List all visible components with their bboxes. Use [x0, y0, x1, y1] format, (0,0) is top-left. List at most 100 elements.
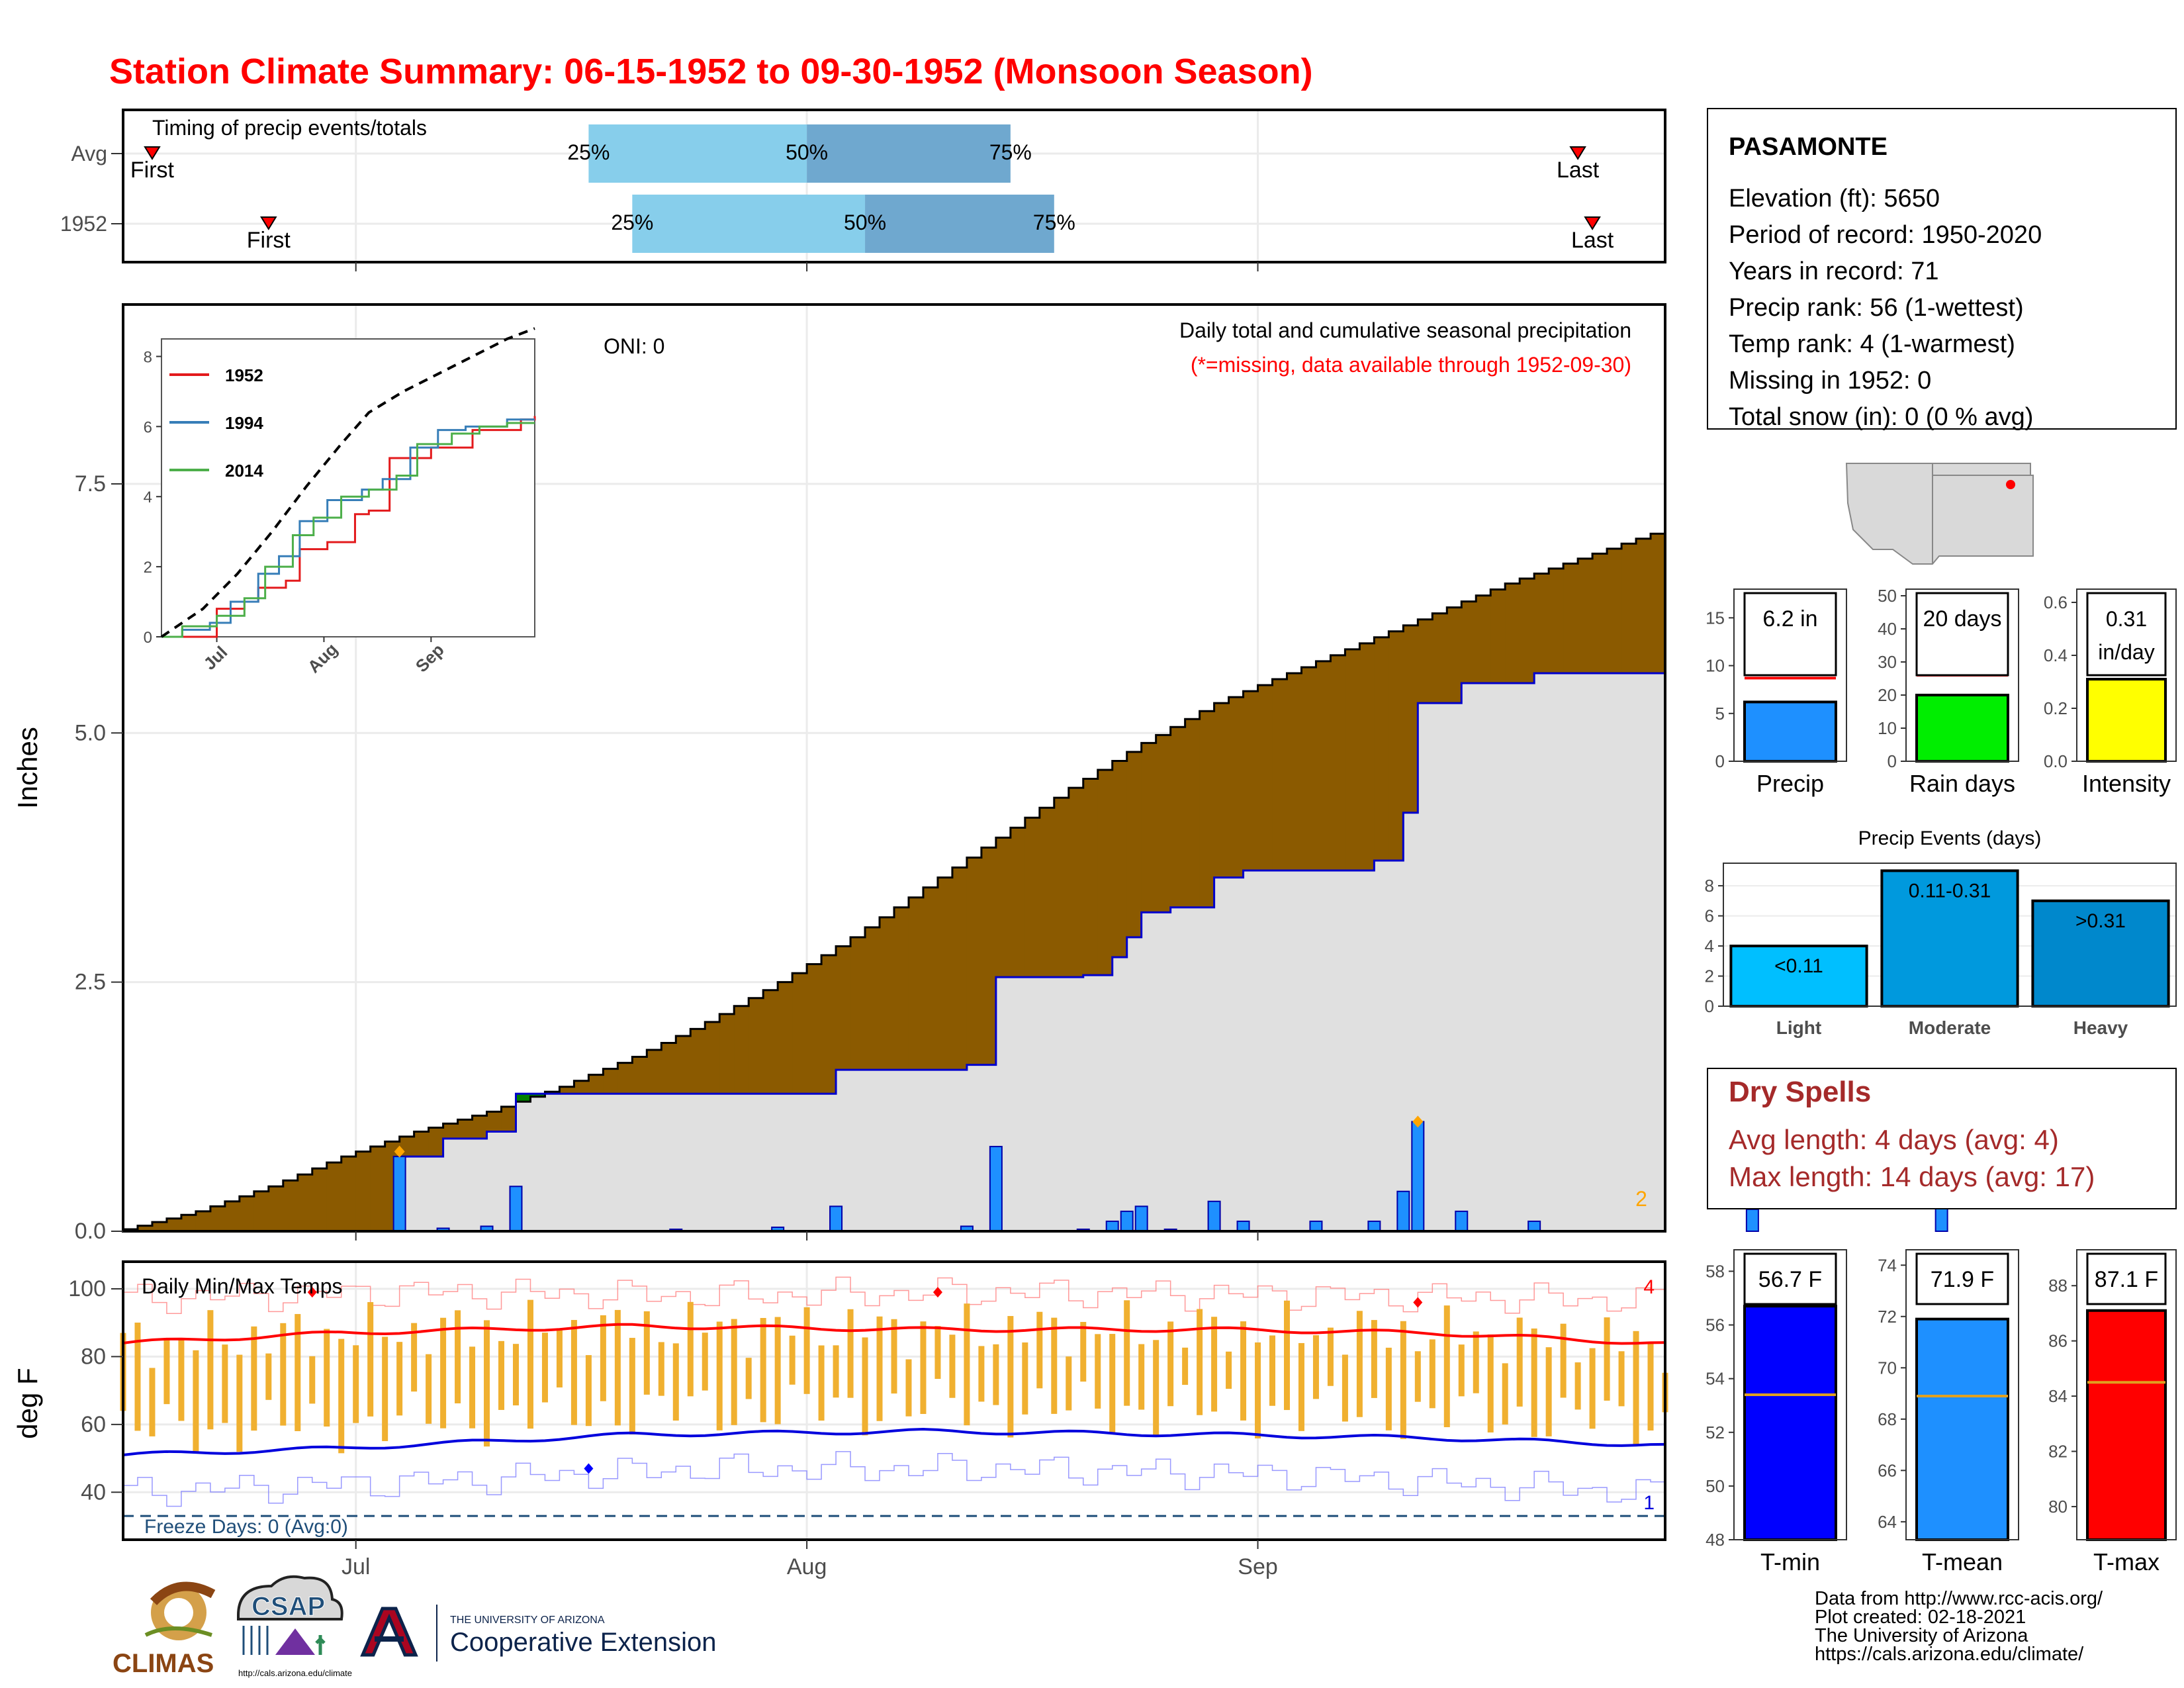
timing-last-label: Last	[1557, 158, 1600, 183]
t-max-ytick-label: 80	[2048, 1497, 2068, 1517]
events-ytick-label: 0	[1705, 996, 1714, 1016]
intensity-frame	[2076, 588, 2177, 762]
daily-temp-bar	[1109, 1334, 1116, 1433]
temp-ytick-label: 40	[81, 1479, 106, 1505]
climas-logo-text: CLIMAS	[113, 1649, 214, 1678]
daily-temp-bar	[236, 1354, 243, 1452]
min-record-count: 1	[1643, 1492, 1655, 1514]
daily-temp-bar	[803, 1307, 810, 1394]
below-average-area	[1403, 625, 1418, 813]
daily-temp-bar	[193, 1350, 199, 1453]
below-average-area	[341, 1156, 357, 1231]
main-ytick-label: 2.5	[75, 970, 106, 995]
daily-temp-bar	[1226, 1351, 1232, 1389]
daily-temp-bar	[614, 1309, 621, 1426]
daily-precip-bar	[989, 1146, 1003, 1232]
daily-temp-bar	[251, 1326, 257, 1431]
events-ytick-label: 8	[1705, 876, 1714, 896]
daily-temp-bar	[687, 1301, 694, 1397]
daily-temp-bar	[862, 1337, 868, 1436]
t-max-frame	[2076, 1249, 2177, 1540]
below-average-area	[763, 990, 778, 1094]
daily-temp-bar	[1589, 1348, 1596, 1429]
below-average-area	[1520, 578, 1535, 684]
daily-precip-bar	[509, 1186, 523, 1232]
below-average-area	[268, 1186, 284, 1231]
daily-temp-bar	[1502, 1363, 1508, 1425]
events-frame	[1723, 863, 2177, 1007]
daily-temp-bar	[1312, 1335, 1319, 1399]
below-average-area	[1054, 798, 1069, 978]
daily-temp-bar	[905, 1359, 912, 1417]
below-average-area	[457, 1119, 473, 1139]
below-average-area	[676, 1035, 691, 1094]
below-average-area	[1199, 711, 1215, 908]
below-average-area	[1068, 788, 1084, 978]
station-elevation: Elevation (ft): 5650	[1729, 185, 1940, 212]
daily-temp-bar	[702, 1333, 708, 1391]
below-average-area	[1112, 761, 1128, 958]
below-average-area	[850, 937, 866, 1070]
intensity-bar	[2086, 678, 2167, 763]
temp-plot-bg	[123, 1262, 1665, 1540]
daily-temp-bar	[745, 1358, 752, 1399]
t-min-bar	[1743, 1305, 1837, 1541]
locator-map	[1845, 463, 2034, 565]
state-colorado-shape	[1932, 463, 2031, 476]
events-category-label: Moderate	[1909, 1017, 1991, 1038]
daily-temp-bar	[498, 1340, 505, 1410]
timing-panel: 25% 50% 75% First Last Avg 25% 50% 75% First Last 1…	[60, 109, 1666, 271]
rain-days-chart: 20 days 0 10 20 30 40 50 Rain days	[1878, 586, 2019, 797]
daily-temp-bar	[789, 1335, 796, 1385]
t-max-ytick-label: 82	[2048, 1442, 2068, 1462]
below-average-area	[1359, 643, 1375, 871]
below-average-area	[1257, 685, 1273, 871]
ua-small-text: THE UNIVERSITY OF ARIZONA	[450, 1615, 605, 1626]
daily-temp-bar	[309, 1356, 316, 1404]
daily-precip-bar	[1455, 1210, 1469, 1232]
state-arizona-shape	[1845, 463, 2034, 565]
daily-temp-bar	[818, 1345, 825, 1421]
below-average-area	[312, 1168, 328, 1231]
events-category-label: Light	[1776, 1017, 1821, 1038]
daily-temp-bar	[1473, 1331, 1479, 1393]
season-precip-value-label: 6.2 in	[1762, 606, 1817, 632]
below-average-area	[1272, 679, 1287, 871]
intensity-ytick-label: 0.0	[2044, 751, 2068, 771]
timing-p50-label: 50%	[786, 140, 828, 164]
daily-temp-bar	[1022, 1342, 1028, 1415]
daily-temp-bar	[1167, 1321, 1174, 1407]
timing-p75-label: 75%	[1033, 211, 1075, 234]
t-min-ytick-label: 54	[1706, 1369, 1725, 1389]
below-average-area	[719, 1013, 735, 1094]
below-average-area	[966, 857, 982, 1065]
daily-temp-bar	[716, 1321, 723, 1430]
rain-days-frame	[1905, 588, 2019, 762]
below-average-area	[545, 1092, 560, 1094]
page-title: Station Climate Summary: 06-15-1952 to 0…	[109, 52, 1313, 91]
inset-ytick-label: 6	[144, 418, 152, 436]
below-average-area	[1432, 613, 1447, 704]
dry-spells-box: Dry Spells Avg length: 4 days (avg: 4) M…	[1707, 1068, 2177, 1209]
attribution-university: The University of Arizona	[1815, 1625, 2028, 1646]
temp-ytick-label: 100	[68, 1276, 106, 1301]
below-average-area	[297, 1174, 313, 1231]
below-average-area	[952, 867, 968, 1070]
station-missing: Missing in 1952: 0	[1729, 367, 1931, 395]
daily-precip-bar	[1527, 1220, 1541, 1233]
below-average-area	[1418, 619, 1433, 704]
csap-logo-text: CSAP	[251, 1592, 325, 1621]
t-mean-label-box	[1915, 1252, 2009, 1305]
daily-temp-bar	[1545, 1347, 1552, 1436]
season-precip-chart: 6.2 in 0 5 10 15 Precip	[1706, 588, 1847, 797]
station-snow: Total snow (in): 0 (0 % avg)	[1729, 403, 2033, 431]
below-average-area	[1185, 719, 1201, 908]
t-mean-frame	[1905, 1249, 2019, 1540]
daily-precip-bar	[1105, 1220, 1119, 1233]
below-average-area	[821, 955, 837, 1094]
below-average-area	[1156, 735, 1171, 913]
t-mean-bar	[1915, 1317, 2009, 1542]
below-average-area	[1534, 573, 1549, 673]
rain-days-value-label: 20 days	[1923, 606, 2001, 632]
